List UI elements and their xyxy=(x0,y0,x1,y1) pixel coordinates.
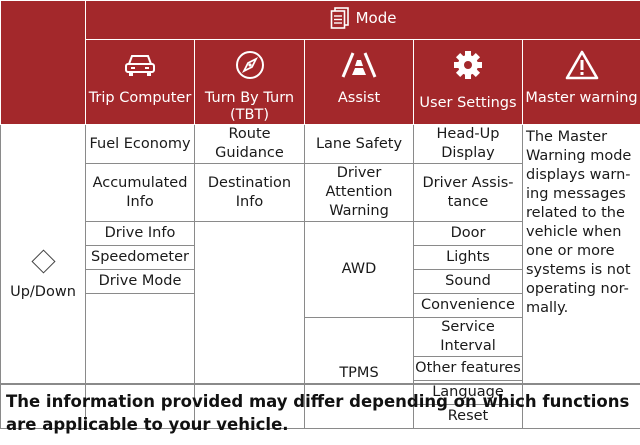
settings-service-interval: Service Interval xyxy=(413,317,523,357)
tbt-route-guidance: Route Guidance xyxy=(194,124,305,164)
trip-speedometer: Speedometer xyxy=(85,245,195,270)
trip-drive-info: Drive Info xyxy=(85,221,195,246)
master-warning-text: The Master Warning mode displays warn- i… xyxy=(526,129,632,316)
up-down-label: Up/Down xyxy=(10,284,76,300)
up-down-diamond-icon xyxy=(30,249,56,274)
tbt-destination-info: Destination Info xyxy=(194,163,305,222)
trip-accumulated-info: Accumulated Info xyxy=(85,163,195,222)
column-label: User Settings xyxy=(419,95,517,111)
settings-driver-assistance: Driver Assis- tance xyxy=(413,163,523,222)
column-assist: Assist xyxy=(304,39,414,125)
footnote: The information provided may differ depe… xyxy=(6,392,630,434)
column-label: Assist xyxy=(337,90,381,106)
settings-sound: Sound xyxy=(413,269,523,294)
settings-lights: Lights xyxy=(413,245,523,270)
column-label: Master warning xyxy=(525,90,638,106)
mode-title: Mode xyxy=(355,9,397,27)
compass-icon xyxy=(235,51,264,79)
gear-icon xyxy=(454,51,482,79)
column-trip-computer: Trip Computer xyxy=(85,39,195,125)
assist-awd: AWD xyxy=(304,221,414,318)
car-front-icon xyxy=(125,55,155,76)
column-master-warning: Master warning xyxy=(521,39,640,125)
up-down-control: Up/Down xyxy=(0,124,86,429)
column-label: Trip Computer xyxy=(88,90,192,106)
trip-drive-mode: Drive Mode xyxy=(85,269,195,294)
settings-convenience: Convenience xyxy=(413,293,523,318)
trip-fuel-economy: Fuel Economy xyxy=(85,124,195,164)
settings-door: Door xyxy=(413,221,523,246)
settings-head-up-display: Head-Up Display xyxy=(413,124,523,164)
warning-triangle-icon xyxy=(565,50,598,80)
column-user-settings: User Settings xyxy=(413,39,523,125)
trip-empty xyxy=(85,293,195,429)
mode-header: Mode xyxy=(84,0,640,40)
assist-driver-attention-warning: Driver Attention Warning xyxy=(304,163,414,222)
assist-lane-safety: Lane Safety xyxy=(304,124,414,164)
column-label-line2: (TBT) xyxy=(230,107,269,123)
master-warning-description: The Master Warning mode displays warn- i… xyxy=(521,124,640,429)
column-label-line1: Turn By Turn xyxy=(204,90,295,106)
bottom-rule xyxy=(0,383,640,385)
document-pages-icon xyxy=(330,7,349,29)
settings-reset: Reset xyxy=(413,404,523,429)
column-tbt: Turn By Turn (TBT) xyxy=(194,39,305,125)
corner-cell xyxy=(0,0,86,125)
assist-tpms: TPMS xyxy=(304,317,414,429)
tbt-empty xyxy=(194,221,305,429)
lane-road-icon xyxy=(341,52,377,78)
settings-other-features: Other features xyxy=(413,356,523,381)
column-label: Turn By Turn (TBT) xyxy=(195,90,304,124)
mode-table: Mode Trip Computer xyxy=(0,0,640,429)
